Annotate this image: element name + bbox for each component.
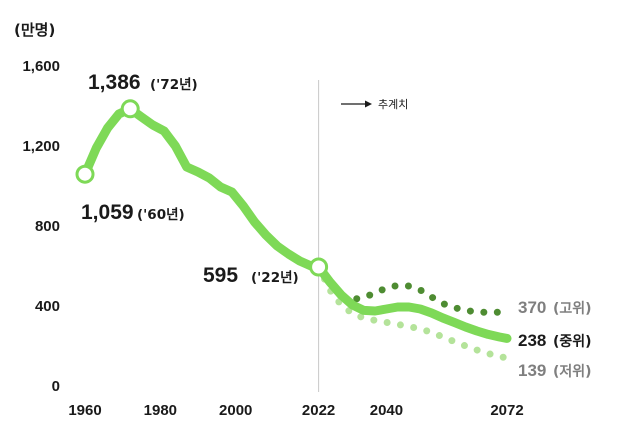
end-label-value: 370: [518, 298, 546, 317]
marker-layer: 1,059 ('60년) 1,386 ('72년) 595 ('22년): [75, 71, 329, 287]
y-tick-label: 400: [35, 298, 60, 315]
marker-value-label: 595: [203, 264, 238, 287]
projection-legend-arrow-head: [365, 100, 372, 108]
end-label-value: 238: [518, 331, 546, 350]
end-label-text: (저위): [553, 364, 592, 380]
series-layer: [80, 104, 512, 362]
end-label-text: (중위): [553, 334, 592, 350]
y-axis: 0 400 800 1,200 1,600: [22, 58, 60, 395]
y-tick-label: 0: [52, 378, 60, 395]
x-tick-label: 1960: [68, 402, 101, 419]
x-tick-label: 2000: [219, 402, 252, 419]
end-label-value: 139: [518, 361, 546, 380]
x-axis: 1960 1980 2000 2022 2040 2072: [68, 402, 523, 419]
marker-year-label: ('60년): [137, 207, 185, 223]
marker-value-label: 1,386: [88, 71, 141, 94]
marker-circle: [75, 164, 95, 184]
marker-value-label: 1,059: [81, 201, 134, 224]
projection-legend-label: 추계치: [378, 98, 408, 111]
series-actual-line: [80, 104, 324, 272]
x-tick-label: 2022: [302, 402, 335, 419]
y-unit-label: (만명): [14, 21, 55, 39]
x-tick-label: 2040: [370, 402, 403, 419]
projection-legend: 추계치: [341, 98, 408, 111]
end-label-text: (고위): [553, 301, 592, 317]
series-low-line: [315, 263, 511, 362]
end-labels: 370 (고위) 238 (중위) 139 (저위): [518, 298, 592, 380]
y-tick-label: 800: [35, 218, 60, 235]
marker-circle: [309, 257, 329, 277]
y-tick-label: 1,200: [22, 138, 60, 155]
series-medium-line: [314, 262, 512, 343]
marker-circle: [120, 99, 140, 119]
x-tick-label: 2072: [490, 402, 523, 419]
y-tick-label: 1,600: [22, 58, 60, 75]
marker-year-label: ('22년): [251, 270, 299, 286]
marker-year-label: ('72년): [150, 77, 198, 93]
x-tick-label: 1980: [144, 402, 177, 419]
